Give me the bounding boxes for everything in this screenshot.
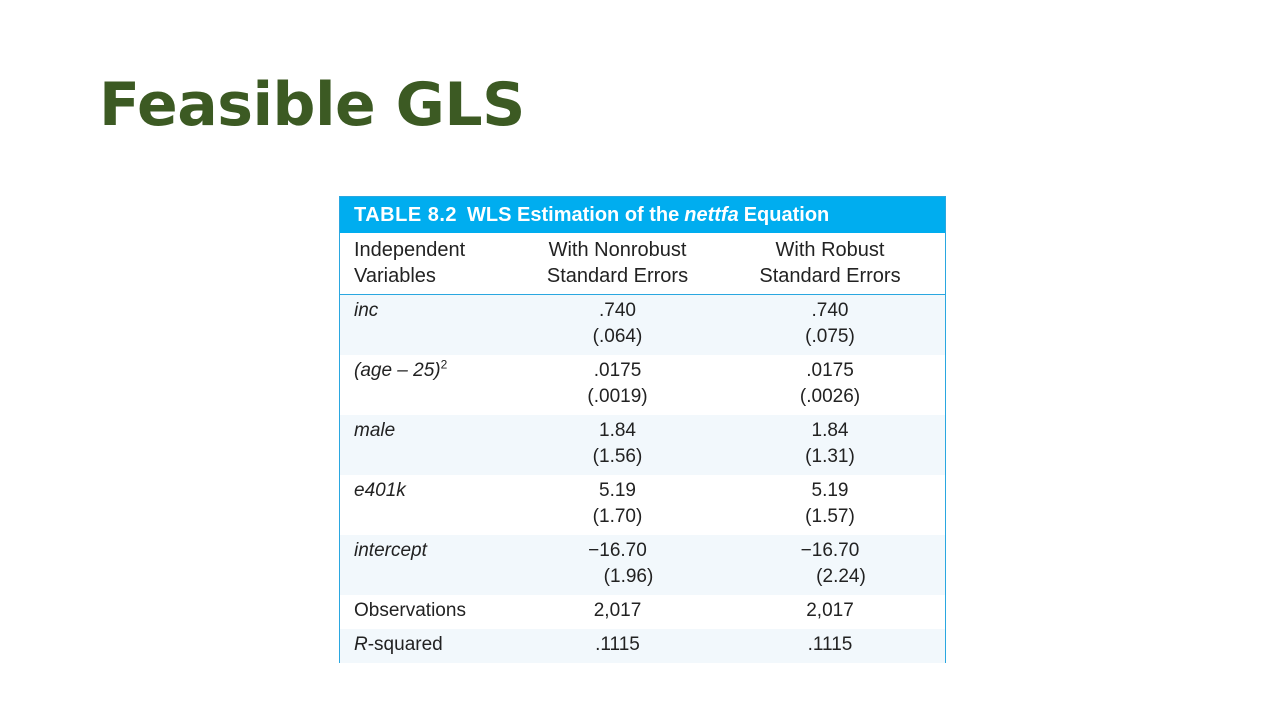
robust-cell: 5.19 (1.57) (715, 475, 945, 535)
robust-cell: .740 (.075) (715, 295, 945, 355)
table-row: e401k 5.19 (1.70) 5.19 (1.57) (340, 475, 945, 535)
table-banner: TABLE 8.2 WLS Estimation of the nettfa E… (340, 197, 945, 233)
coefficient: −16.70 (800, 540, 860, 561)
nonrobust-cell: 1.84 (1.56) (520, 415, 715, 475)
observations-robust: 2,017 (806, 600, 854, 621)
standard-error: (2.24) (816, 566, 866, 587)
coefficient: .0175 (806, 360, 854, 381)
slide-title: Feasible GLS (99, 70, 525, 140)
standard-error: (1.57) (805, 506, 855, 527)
coefficient: 5.19 (811, 480, 849, 501)
table-row: (age – 25)2 .0175 (.0019) .0175 (.0026) (340, 355, 945, 415)
header-line: Variables (354, 265, 436, 287)
table-number: TABLE 8.2 (354, 203, 458, 226)
table-row-rsquared: R-squared .1115 .1115 (340, 629, 945, 663)
variable-label: (age – 25) (354, 360, 441, 381)
coefficient: −16.70 (588, 540, 647, 561)
robust-cell: 1.84 (1.31) (715, 415, 945, 475)
header-line: Independent (354, 239, 466, 261)
standard-error: (.064) (592, 326, 643, 347)
nonrobust-cell: 5.19 (1.70) (520, 475, 715, 535)
superscript: 2 (440, 357, 448, 372)
variable-name: inc (354, 300, 379, 321)
header-independent-variables: Independent Variables (340, 233, 520, 294)
header-nonrobust: With Nonrobust Standard Errors (520, 233, 715, 294)
nonrobust-cell: −16.70 (1.96) (520, 535, 715, 595)
header-line: Standard Errors (546, 265, 689, 287)
standard-error: (.075) (805, 326, 855, 347)
standard-error: (.0026) (799, 386, 861, 407)
observations-label: Observations (354, 600, 466, 621)
rsquared-label-italic: R (354, 634, 368, 655)
standard-error: (1.31) (805, 446, 855, 467)
coefficient: 1.84 (599, 420, 636, 441)
coefficient: 1.84 (811, 420, 849, 441)
nonrobust-cell: .740 (.064) (520, 295, 715, 355)
rsquared-robust: .1115 (807, 634, 853, 655)
robust-cell: .0175 (.0026) (715, 355, 945, 415)
table-caption-italic: nettfa (684, 203, 739, 226)
rsquared-label: R-squared (340, 629, 520, 663)
header-robust: With Robust Standard Errors (715, 233, 945, 294)
standard-error: (1.56) (592, 446, 643, 467)
variable-name: e401k (354, 480, 406, 501)
rsquared-nonrobust: .1115 (595, 634, 640, 655)
table-caption-suffix: Equation (743, 203, 830, 226)
table-caption-prefix: WLS Estimation of the (467, 203, 680, 226)
coefficient: .740 (599, 300, 636, 321)
standard-error: (1.96) (603, 566, 654, 587)
nonrobust-cell: .0175 (.0019) (520, 355, 715, 415)
header-line: With Nonrobust (548, 239, 687, 261)
coefficient: .0175 (593, 360, 642, 381)
variable-name: (age – 25)2 (340, 355, 520, 415)
rsquared-label-rest: -squared (367, 634, 443, 655)
variable-name: male (354, 420, 396, 441)
coefficient: 5.19 (599, 480, 636, 501)
standard-error: (.0019) (587, 386, 648, 407)
robust-cell: −16.70 (2.24) (715, 535, 945, 595)
table-row: intercept −16.70 (1.96) −16.70 (2.24) (340, 535, 945, 595)
regression-table: TABLE 8.2 WLS Estimation of the nettfa E… (339, 196, 946, 663)
variable-name: intercept (354, 540, 427, 561)
observations-nonrobust: 2,017 (593, 600, 642, 621)
coefficient: .740 (811, 300, 849, 321)
table-row: inc .740 (.064) .740 (.075) (340, 295, 945, 355)
table-row-observations: Observations 2,017 2,017 (340, 595, 945, 629)
table-header-row: Independent Variables With Nonrobust Sta… (340, 233, 945, 295)
header-line: With Robust (775, 239, 885, 261)
table-row: male 1.84 (1.56) 1.84 (1.31) (340, 415, 945, 475)
standard-error: (1.70) (592, 506, 643, 527)
header-line: Standard Errors (759, 265, 901, 287)
